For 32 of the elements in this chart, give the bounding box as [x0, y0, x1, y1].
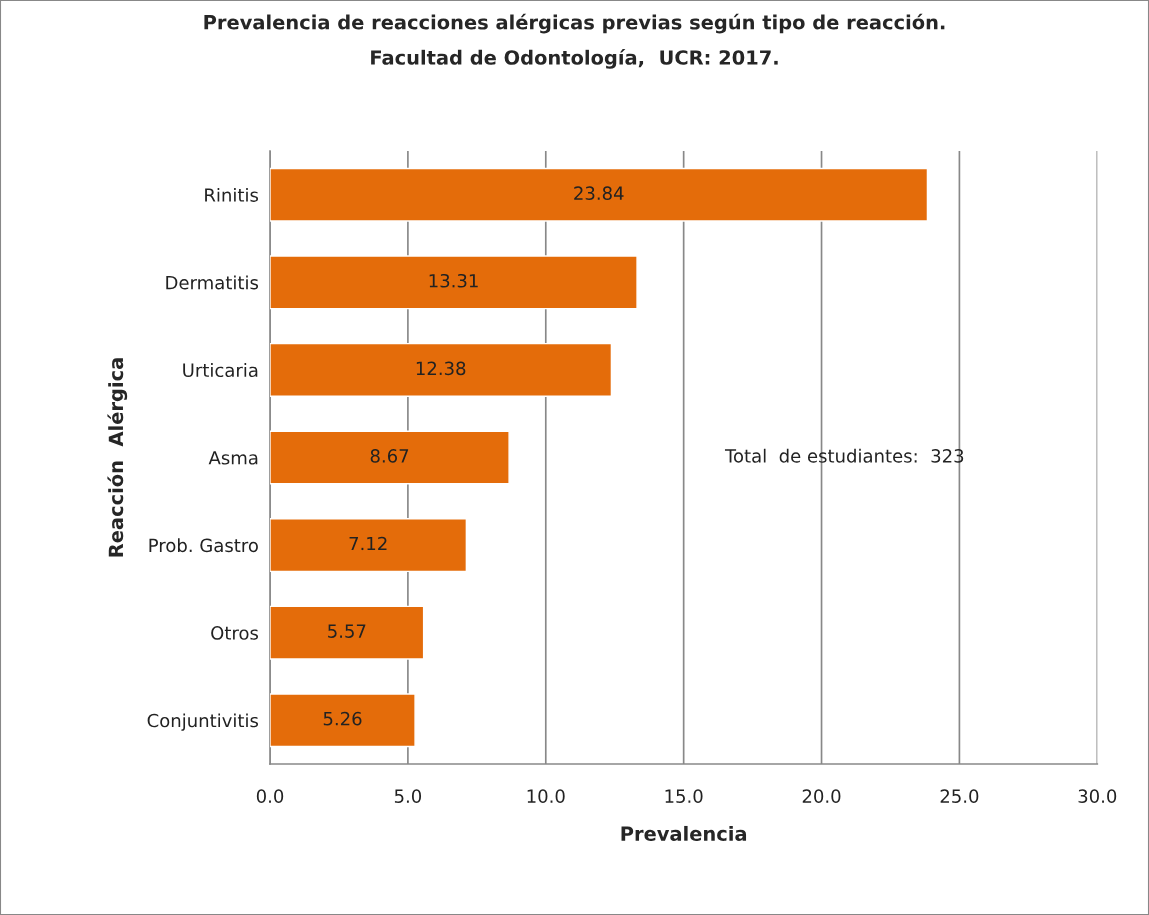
- bar: [270, 518, 468, 573]
- x-tick-label: 15.0: [665, 789, 703, 803]
- y-axis-title: Reacción Alérgica: [107, 358, 128, 557]
- y-tick-label: Dermatitis: [166, 275, 259, 290]
- x-tick-label: 5.0: [394, 789, 422, 803]
- data-label: 8.67: [370, 449, 409, 463]
- annotation: Total de estudiantes: 323: [724, 448, 964, 463]
- x-tick-label: 25.0: [940, 789, 979, 803]
- bar: [270, 430, 510, 485]
- data-label: 12.38: [416, 361, 466, 376]
- x-tick-label: 0.0: [256, 789, 284, 803]
- y-tick-label: Conjuntivitis: [147, 713, 259, 731]
- data-label: 13.31: [429, 273, 478, 288]
- bar: [270, 605, 425, 660]
- y-tick-label: Rinitis: [205, 187, 259, 202]
- x-tick-label: 30.0: [1078, 789, 1117, 803]
- data-label: 7.12: [349, 536, 387, 551]
- data-label: 23.84: [574, 186, 624, 200]
- data-label: 5.26: [323, 711, 362, 726]
- bar: [270, 255, 638, 310]
- bar: [270, 342, 613, 397]
- y-tick-label: Asma: [208, 451, 258, 465]
- chart-title: Prevalencia de reacciones alérgicas previas según tipo de reacción. Facultad de Odontología, UCR: 2017.: [204, 13, 945, 69]
- x-tick-label: 20.0: [802, 789, 841, 803]
- bar: [270, 167, 929, 222]
- y-tick-label: Otros: [211, 626, 259, 640]
- bar: [270, 693, 416, 748]
- data-label: 5.57: [328, 624, 366, 638]
- y-tick-label: Urticaria: [183, 363, 258, 378]
- x-axis-title: Prevalencia: [621, 825, 747, 841]
- x-tick-label: 10.0: [527, 789, 565, 803]
- y-tick-label: Prob. Gastro: [149, 538, 258, 553]
